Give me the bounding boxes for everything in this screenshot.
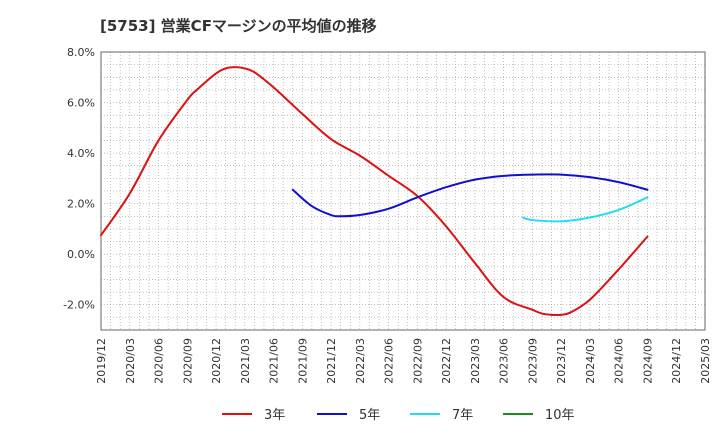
x-tick-label: 2024/12 <box>670 338 683 384</box>
x-tick-label: 2020/03 <box>124 338 137 384</box>
series-line-3 <box>521 196 649 223</box>
series-lines <box>100 66 649 317</box>
legend-label-3: 7年 <box>452 408 473 423</box>
x-tick-label: 2023/03 <box>469 338 482 384</box>
x-tick-label: 2022/09 <box>411 338 424 384</box>
x-tick-label: 2022/12 <box>440 338 453 384</box>
legend-label-2: 5年 <box>359 408 380 423</box>
legend-label-1: 3年 <box>264 408 285 423</box>
x-tick-label: 2022/03 <box>354 338 367 384</box>
y-tick-label: 4.0% <box>67 147 95 160</box>
chart-title: [5753] 営業CFマージンの平均値の推移 <box>100 17 377 35</box>
y-tick-label: 8.0% <box>67 46 95 59</box>
x-tick-label: 2024/06 <box>613 338 626 384</box>
x-tick-label: 2022/06 <box>383 338 396 384</box>
x-axis: 2019/12 2020/03 2020/06 2020/09 2020/12 2021/… <box>95 338 712 384</box>
x-tick-label: 2023/09 <box>526 338 539 384</box>
x-tick-label: 2025/03 <box>699 338 712 384</box>
series-line-1 <box>100 66 649 317</box>
x-tick-label: 2023/06 <box>498 338 511 384</box>
x-tick-label: 2021/06 <box>268 338 281 384</box>
legend-label-4: 10年 <box>545 408 575 423</box>
y-tick-label: -2.0% <box>63 299 95 312</box>
x-tick-label: 2020/09 <box>181 338 194 384</box>
x-tick-label: 2021/09 <box>296 338 309 384</box>
y-tick-label: 2.0% <box>67 198 95 211</box>
y-tick-label: 0.0% <box>67 248 95 261</box>
x-tick-label: 2024/03 <box>584 338 597 384</box>
x-tick-label: 2021/12 <box>325 338 338 384</box>
x-tick-label: 2024/09 <box>641 338 654 384</box>
x-tick-label: 2020/12 <box>210 338 223 384</box>
x-tick-label: 2019/12 <box>95 338 108 384</box>
x-tick-label: 2020/06 <box>153 338 166 384</box>
series-line-2 <box>291 173 649 218</box>
x-tick-label: 2021/03 <box>239 338 252 384</box>
legend: 3年 5年 7年 10年 <box>222 408 575 423</box>
x-tick-label: 2023/12 <box>555 338 568 384</box>
y-axis: 8.0% 6.0% 4.0% 2.0% 0.0% -2.0% <box>63 46 95 312</box>
y-tick-label: 6.0% <box>67 97 95 110</box>
plot-area <box>100 51 706 331</box>
